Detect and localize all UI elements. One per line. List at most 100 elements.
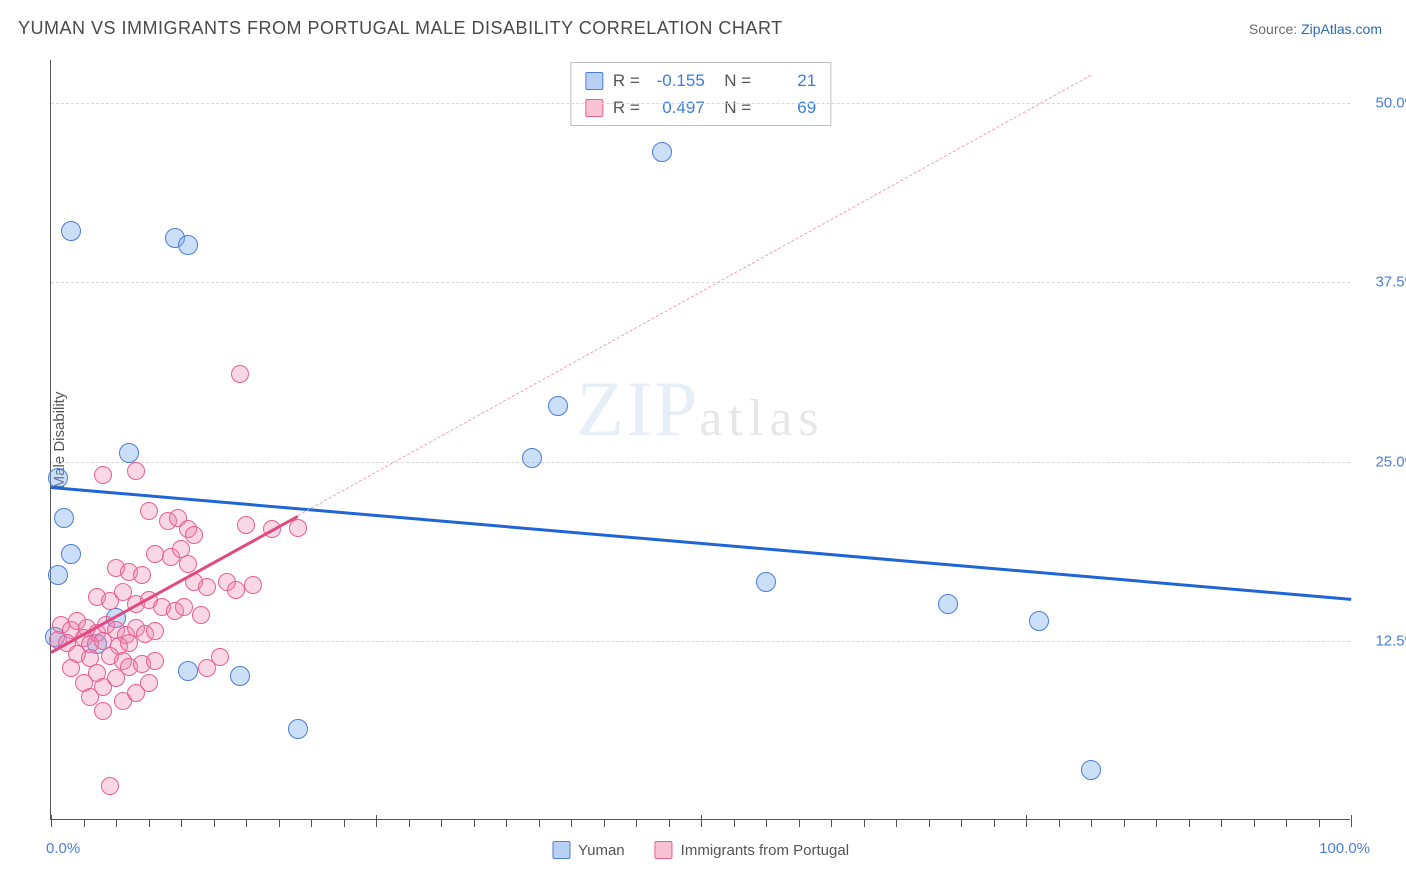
data-point [127, 462, 145, 480]
legend-swatch [552, 841, 570, 859]
x-tick [1189, 819, 1190, 827]
y-tick-label: 50.0% [1358, 95, 1406, 112]
data-point [179, 555, 197, 573]
data-point [54, 508, 74, 528]
data-point [146, 622, 164, 640]
data-point [185, 526, 203, 544]
data-point [48, 468, 68, 488]
x-tick [409, 819, 410, 827]
data-point [227, 581, 245, 599]
data-point [230, 666, 250, 686]
legend-swatch [585, 72, 603, 90]
data-point [140, 502, 158, 520]
data-point [146, 652, 164, 670]
x-tick [1319, 819, 1320, 827]
data-point [1081, 760, 1101, 780]
data-point [237, 516, 255, 534]
gridline [51, 103, 1350, 104]
x-tick [506, 819, 507, 827]
data-point [61, 544, 81, 564]
legend-swatch [655, 841, 673, 859]
data-point [94, 702, 112, 720]
stat-n-label: N = [715, 67, 751, 94]
x-tick [1351, 815, 1352, 827]
source-prefix: Source: [1249, 21, 1301, 37]
x-tick [1124, 819, 1125, 827]
y-tick-label: 37.5% [1358, 274, 1406, 291]
x-tick [474, 819, 475, 827]
series-legend: Yuman Immigrants from Portugal [552, 841, 849, 859]
data-point [61, 221, 81, 241]
data-point [178, 661, 198, 681]
data-point [192, 606, 210, 624]
stats-legend-row: R = 0.497 N = 69 [585, 94, 816, 121]
data-point [178, 235, 198, 255]
x-tick [1059, 819, 1060, 827]
data-point [120, 634, 138, 652]
data-point [101, 777, 119, 795]
x-tick [149, 819, 150, 827]
stat-r-value: -0.155 [650, 67, 705, 94]
data-point [1029, 611, 1049, 631]
x-tick [1286, 819, 1287, 827]
source-attribution: Source: ZipAtlas.com [1249, 21, 1382, 37]
data-point [522, 448, 542, 468]
x-tick [766, 819, 767, 827]
x-tick [701, 815, 702, 827]
x-tick [1254, 819, 1255, 827]
data-point [938, 594, 958, 614]
data-point [211, 648, 229, 666]
x-tick [896, 819, 897, 827]
x-tick [181, 819, 182, 827]
gridline [51, 282, 1350, 283]
data-point [548, 396, 568, 416]
data-point [175, 598, 193, 616]
stat-r-label: R = [613, 94, 640, 121]
stat-r-value: 0.497 [650, 94, 705, 121]
data-point [119, 443, 139, 463]
x-tick [344, 819, 345, 827]
x-tick [84, 819, 85, 827]
data-point [48, 565, 68, 585]
watermark: ZIPatlas [576, 364, 824, 454]
stats-legend: R = -0.155 N = 21R = 0.497 N = 69 [570, 62, 831, 126]
data-point [81, 688, 99, 706]
x-tick [376, 815, 377, 827]
watermark-zip: ZIP [576, 365, 699, 452]
stat-n-value: 69 [761, 94, 816, 121]
source-link[interactable]: ZipAtlas.com [1301, 21, 1382, 37]
x-tick [571, 819, 572, 827]
chart-title: YUMAN VS IMMIGRANTS FROM PORTUGAL MALE D… [18, 18, 783, 39]
x-tick [1026, 815, 1027, 827]
data-point [133, 566, 151, 584]
x-tick [669, 819, 670, 827]
x-tick [1091, 819, 1092, 827]
trend-line-extrapolation [298, 74, 1091, 515]
legend-label: Yuman [578, 842, 625, 859]
x-tick [539, 819, 540, 827]
y-tick-label: 12.5% [1358, 632, 1406, 649]
data-point [288, 719, 308, 739]
data-point [756, 572, 776, 592]
x-tick [961, 819, 962, 827]
x-tick [1221, 819, 1222, 827]
x-tick [734, 819, 735, 827]
data-point [127, 684, 145, 702]
data-point [652, 142, 672, 162]
x-tick [994, 819, 995, 827]
watermark-atlas: atlas [699, 390, 824, 447]
x-axis-min-label: 0.0% [46, 840, 80, 857]
chart-header: YUMAN VS IMMIGRANTS FROM PORTUGAL MALE D… [0, 0, 1406, 49]
stat-r-label: R = [613, 67, 640, 94]
scatter-chart: Male Disability ZIPatlas R = -0.155 N = … [50, 60, 1350, 820]
x-tick [214, 819, 215, 827]
gridline [51, 462, 1350, 463]
legend-item: Yuman [552, 841, 625, 859]
x-tick [799, 819, 800, 827]
x-tick [604, 819, 605, 827]
data-point [94, 466, 112, 484]
legend-label: Immigrants from Portugal [681, 842, 849, 859]
legend-swatch [585, 99, 603, 117]
x-tick [929, 819, 930, 827]
gridline [51, 641, 1350, 642]
